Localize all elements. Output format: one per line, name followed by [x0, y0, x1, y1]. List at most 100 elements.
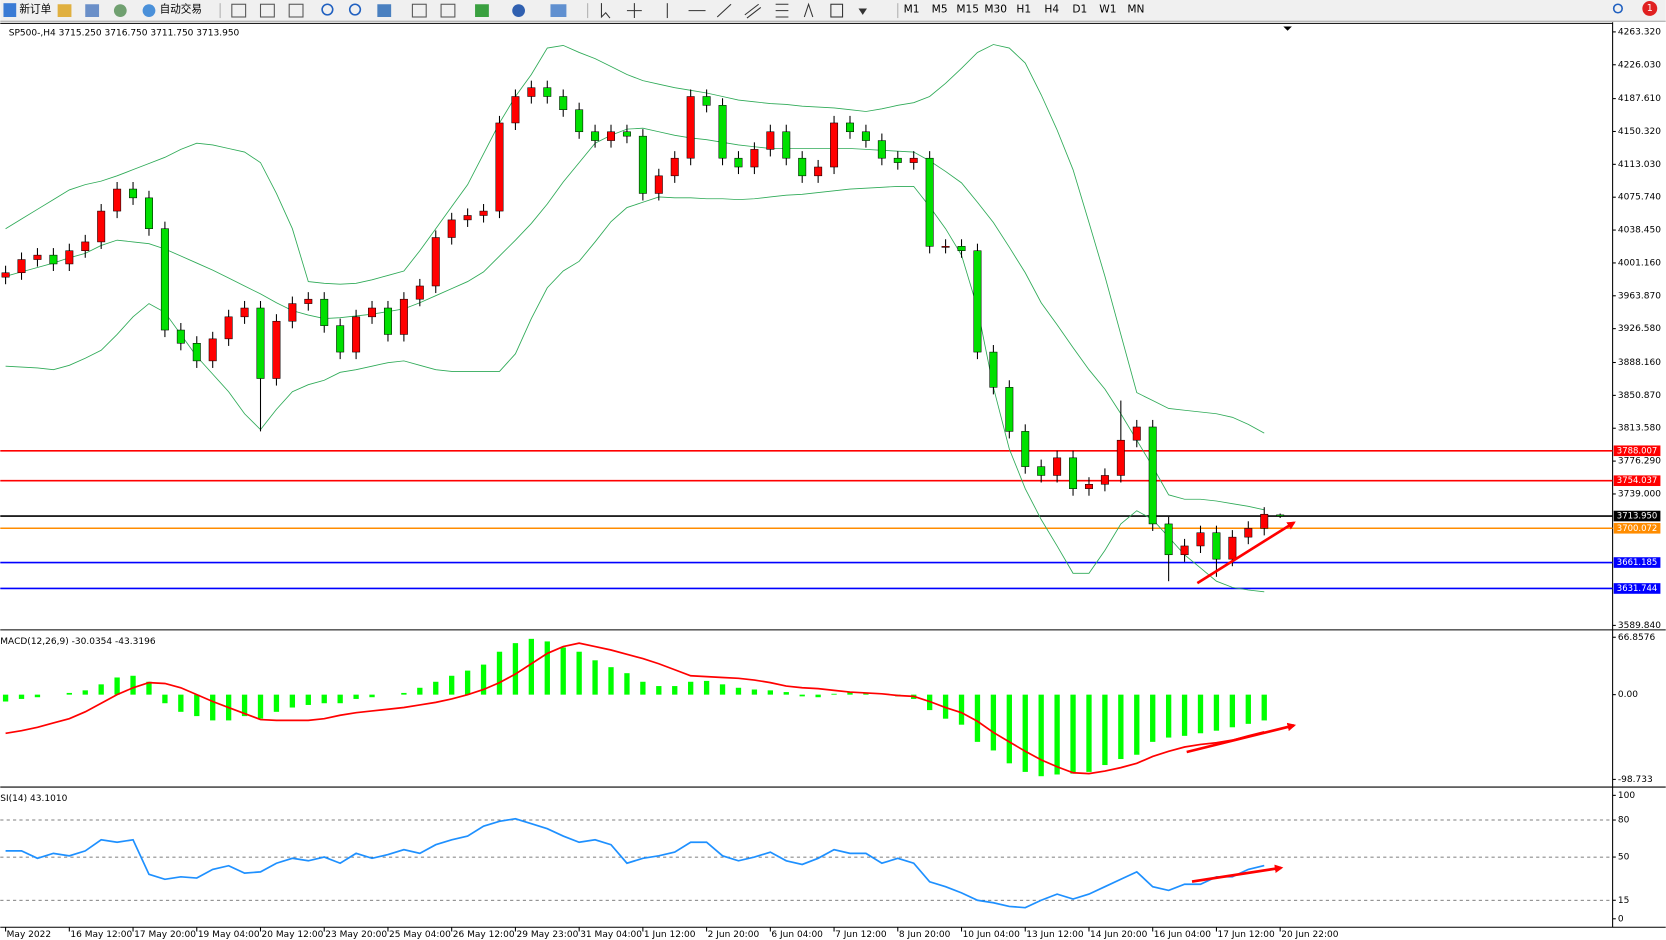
icon[interactable] — [411, 3, 427, 18]
timeframe-button[interactable]: D1 — [1072, 3, 1087, 16]
text-tool[interactable] — [803, 2, 814, 18]
icon[interactable] — [57, 4, 72, 17]
crosshair-tool[interactable] — [626, 3, 642, 19]
auto-trading[interactable]: 自动交易 — [160, 3, 202, 16]
price-level-box — [1613, 445, 1661, 457]
candle-body — [256, 307, 265, 379]
histogram-bar — [592, 660, 598, 695]
candle-body — [1069, 457, 1078, 489]
indicator-line — [5, 817, 1265, 909]
label-tool[interactable] — [830, 3, 844, 18]
histogram-bar — [958, 694, 965, 725]
icon[interactable] — [288, 3, 304, 18]
candle-body — [1084, 483, 1093, 489]
candle-body — [192, 342, 201, 362]
histogram-bar — [98, 684, 104, 695]
timeframe-button[interactable]: M30 — [984, 3, 1007, 16]
y-tick-label: 50 — [1618, 853, 1630, 863]
band-line — [5, 127, 1265, 511]
histogram-bar — [353, 694, 359, 699]
new-order-icon[interactable] — [3, 3, 17, 17]
histogram-bar — [464, 670, 471, 695]
band-line — [5, 185, 1265, 593]
icon[interactable] — [377, 4, 392, 17]
candle-body — [861, 131, 870, 141]
icon[interactable] — [113, 4, 127, 17]
x-tick-label: 2 Jun 20:00 — [708, 930, 760, 940]
channel-tool[interactable] — [744, 3, 762, 19]
icon[interactable] — [475, 4, 489, 17]
x-tick-label: 7 Jun 12:00 — [835, 930, 887, 940]
cursor-tool[interactable] — [600, 3, 611, 19]
candle-body — [718, 105, 727, 159]
candle-body — [1037, 466, 1046, 476]
notification-count[interactable]: 1 — [1647, 3, 1653, 14]
histogram-bar — [305, 694, 311, 705]
histogram-bar — [321, 694, 327, 704]
trend-arrow — [1186, 722, 1297, 754]
auto-trading-icon[interactable] — [142, 4, 156, 17]
indicator-line — [5, 642, 1265, 775]
shapes-tool[interactable] — [858, 8, 867, 15]
fibo-tool[interactable] — [775, 3, 789, 18]
x-tick-label: 17 Jun 12:00 — [1217, 930, 1275, 940]
timeframe-button[interactable]: M15 — [956, 3, 979, 16]
timeframe-button[interactable]: M1 — [904, 3, 920, 16]
timeframe-button[interactable]: M5 — [932, 3, 948, 16]
candle-body — [1, 272, 10, 278]
icon[interactable] — [85, 4, 100, 17]
candle-body — [543, 87, 552, 97]
new-order[interactable]: 新订单 — [19, 3, 51, 16]
candle-body — [702, 96, 711, 106]
candle-body — [1212, 532, 1221, 560]
icon[interactable] — [512, 4, 525, 17]
candle-body — [1021, 431, 1030, 467]
annotations — [1186, 521, 1297, 883]
histogram-bar — [719, 684, 726, 695]
price-level-label: 3788.007 — [1617, 446, 1657, 456]
zoom-in[interactable] — [321, 3, 334, 16]
zoom-out[interactable] — [348, 3, 362, 16]
histogram-bar — [289, 694, 296, 708]
search[interactable] — [1612, 3, 1623, 14]
candle-body — [925, 157, 934, 247]
x-tick-label: 1 Jun 12:00 — [644, 930, 696, 940]
indicator-title: SI(14) 43.1010 — [0, 794, 67, 804]
histogram-bar — [815, 694, 821, 698]
histogram-bar — [990, 694, 997, 751]
histogram-bar — [544, 641, 550, 695]
price-level-box — [1613, 510, 1661, 522]
x-tick-label: 16 Jun 04:00 — [1154, 930, 1212, 940]
timeframe-button[interactable]: MN — [1127, 3, 1144, 16]
histogram-bar — [257, 694, 264, 719]
candle-body — [527, 87, 536, 97]
icon[interactable] — [231, 3, 247, 18]
y-tick-label: 100 — [1618, 791, 1635, 801]
histogram-bar — [496, 651, 503, 695]
timeframe-button[interactable]: W1 — [1099, 3, 1116, 16]
trend-arrow — [1191, 864, 1284, 883]
histogram-bar — [751, 689, 758, 695]
price-level-label: 3631.744 — [1617, 584, 1657, 594]
x-tick-label: 20 Jun 22:00 — [1281, 930, 1339, 940]
candle-body — [782, 131, 791, 159]
y-tick-label: 3739.000 — [1618, 489, 1661, 499]
icon[interactable] — [440, 3, 456, 18]
trend-tool[interactable] — [716, 3, 732, 18]
histogram-bar — [576, 651, 582, 695]
icon[interactable] — [550, 4, 567, 17]
timeframe-button[interactable]: H4 — [1044, 3, 1059, 16]
candle-body — [559, 96, 568, 110]
candle-body — [33, 254, 42, 260]
candle-body — [144, 197, 153, 229]
histogram-bar — [241, 694, 248, 717]
x-tick-label: 8 Jun 20:00 — [899, 930, 951, 940]
notification-badge[interactable] — [1642, 1, 1658, 16]
candle-body — [463, 215, 472, 221]
candle-body — [1180, 545, 1189, 556]
icon[interactable] — [259, 3, 275, 18]
x-tick-label: 19 May 04:00 — [198, 930, 260, 940]
candle-body — [1228, 536, 1237, 560]
y-tick-label: 3813.580 — [1618, 424, 1661, 434]
timeframe-button[interactable]: H1 — [1016, 3, 1031, 16]
